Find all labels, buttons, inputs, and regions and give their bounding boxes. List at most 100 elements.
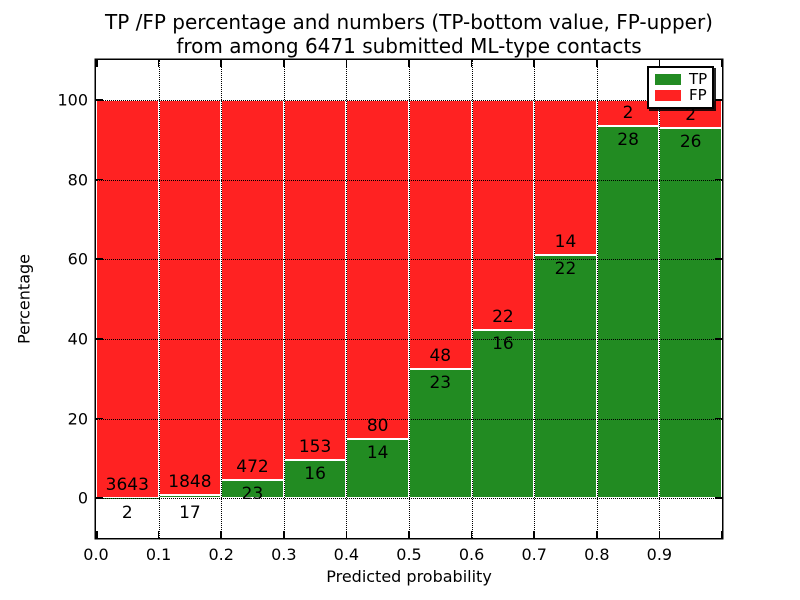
y-tick-label: 40 <box>67 329 88 349</box>
tp-color-swatch <box>655 73 681 85</box>
x-axis-label: Predicted probability <box>326 567 492 586</box>
y-tick-left <box>96 417 103 420</box>
bar-count-label-fp: 3643 <box>105 474 149 495</box>
bar-count-label-tp: 16 <box>304 464 326 485</box>
x-tick-label: 0.9 <box>646 545 673 564</box>
bar-count-label-fp: 472 <box>236 456 269 477</box>
x-tick-label: 0.0 <box>83 545 109 564</box>
x-tick-bottom <box>96 531 98 538</box>
bar-segment-fp <box>96 99 159 498</box>
x-tick-label: 0.7 <box>521 545 547 564</box>
bar-segment-fp <box>534 99 597 255</box>
y-tick-left <box>96 338 103 340</box>
x-tick-top <box>220 60 222 67</box>
x-tick-top <box>470 60 473 67</box>
y-tick-right <box>715 178 722 181</box>
bar-count-label-fp: 2 <box>622 103 634 124</box>
gridline-vertical <box>471 60 473 538</box>
bar-segment-fp <box>471 99 535 331</box>
x-tick-bottom <box>596 531 598 538</box>
y-tick-label: 100 <box>57 90 88 110</box>
bar-segment-tp <box>409 369 472 499</box>
gridline-vertical <box>534 60 536 538</box>
x-tick-bottom <box>720 531 722 538</box>
x-tick-label: 0.4 <box>333 545 360 564</box>
x-tick-label: 0.8 <box>584 545 610 564</box>
x-tick-top <box>345 60 348 67</box>
y-tick-right <box>715 99 722 101</box>
x-tick-label: 0.1 <box>145 545 172 564</box>
gridline-vertical <box>409 60 410 538</box>
x-tick-bottom <box>658 531 661 538</box>
bar-count-label-fp: 14 <box>554 231 577 252</box>
y-tick-label: 20 <box>67 409 88 428</box>
bar-segment-tp <box>471 330 535 499</box>
bar-count-label-fp: 1848 <box>168 471 212 492</box>
y-tick-right <box>715 497 722 499</box>
bar-count-label-tp: 26 <box>679 132 702 153</box>
x-tick-top <box>533 60 535 67</box>
y-tick-label: 80 <box>67 170 88 189</box>
bar-count-label-fp: 22 <box>492 307 514 328</box>
chart-title-line1: TP /FP percentage and numbers (TP-bottom… <box>105 10 713 34</box>
x-tick-top <box>283 60 285 67</box>
bar-count-label-tp: 28 <box>617 130 639 151</box>
x-tick-bottom <box>157 531 160 538</box>
x-tick-top <box>96 60 98 67</box>
chart-title-line2: from among 6471 submitted ML-type contac… <box>176 34 642 58</box>
x-tick-bottom <box>283 531 285 538</box>
y-tick-right <box>715 338 722 340</box>
x-tick-label: 0.3 <box>271 545 297 564</box>
x-tick-bottom <box>220 531 222 538</box>
x-tick-top <box>658 60 661 67</box>
gridline-vertical <box>158 60 160 538</box>
bar-count-label-tp: 23 <box>429 373 452 394</box>
x-tick-top <box>408 60 410 67</box>
y-tick-left <box>96 178 103 181</box>
x-tick-bottom <box>470 531 473 538</box>
bar-segment-tp <box>596 126 660 499</box>
bar-count-label-fp: 153 <box>298 437 332 458</box>
bar-segment-fp <box>409 99 472 370</box>
bar-segment-tp <box>659 128 722 499</box>
bar-segment-fp <box>346 99 409 439</box>
gridline-vertical <box>596 60 598 538</box>
bar-count-label-fp: 80 <box>366 415 389 436</box>
legend: TP FP <box>647 66 714 109</box>
gridline-vertical <box>659 60 661 538</box>
x-tick-bottom <box>533 531 535 538</box>
y-tick-label: 0 <box>77 488 88 508</box>
x-tick-label: 0.6 <box>458 545 485 564</box>
legend-item-fp: FP <box>655 86 707 105</box>
x-tick-label: 0.5 <box>396 545 422 564</box>
bar-count-label-tp: 14 <box>366 442 389 463</box>
y-tick-left <box>96 99 103 101</box>
bar-count-label-tp: 16 <box>492 334 514 355</box>
x-tick-top <box>157 60 160 67</box>
x-tick-label: 0.2 <box>208 545 234 564</box>
bar-count-label-tp: 22 <box>554 258 577 279</box>
bar-count-label-fp: 2 <box>685 105 697 126</box>
legend-label-tp: TP <box>689 69 708 88</box>
x-tick-top <box>720 60 722 67</box>
bar-segment-tp <box>283 460 347 499</box>
bar-segment-fp <box>283 99 347 461</box>
gridline-vertical <box>346 60 348 538</box>
bar-segment-fp <box>221 99 284 480</box>
chart-title: TP /FP percentage and numbers (TP-bottom… <box>96 10 722 58</box>
x-tick-bottom <box>408 531 410 538</box>
bar-segment-fp <box>158 99 222 495</box>
y-tick-right <box>715 417 722 420</box>
bar-count-label-tp: 17 <box>179 503 201 524</box>
legend-item-tp: TP <box>655 69 708 88</box>
y-tick-right <box>715 258 722 260</box>
y-tick-label: 60 <box>67 249 88 269</box>
bar-count-label-tp: 23 <box>241 483 264 504</box>
fp-color-swatch <box>655 90 681 102</box>
legend-label-fp: FP <box>689 86 707 105</box>
bar-count-label-fp: 48 <box>429 346 452 367</box>
x-tick-top <box>596 60 598 67</box>
gridline-vertical <box>283 60 285 538</box>
bar-count-label-tp: 2 <box>121 503 133 524</box>
